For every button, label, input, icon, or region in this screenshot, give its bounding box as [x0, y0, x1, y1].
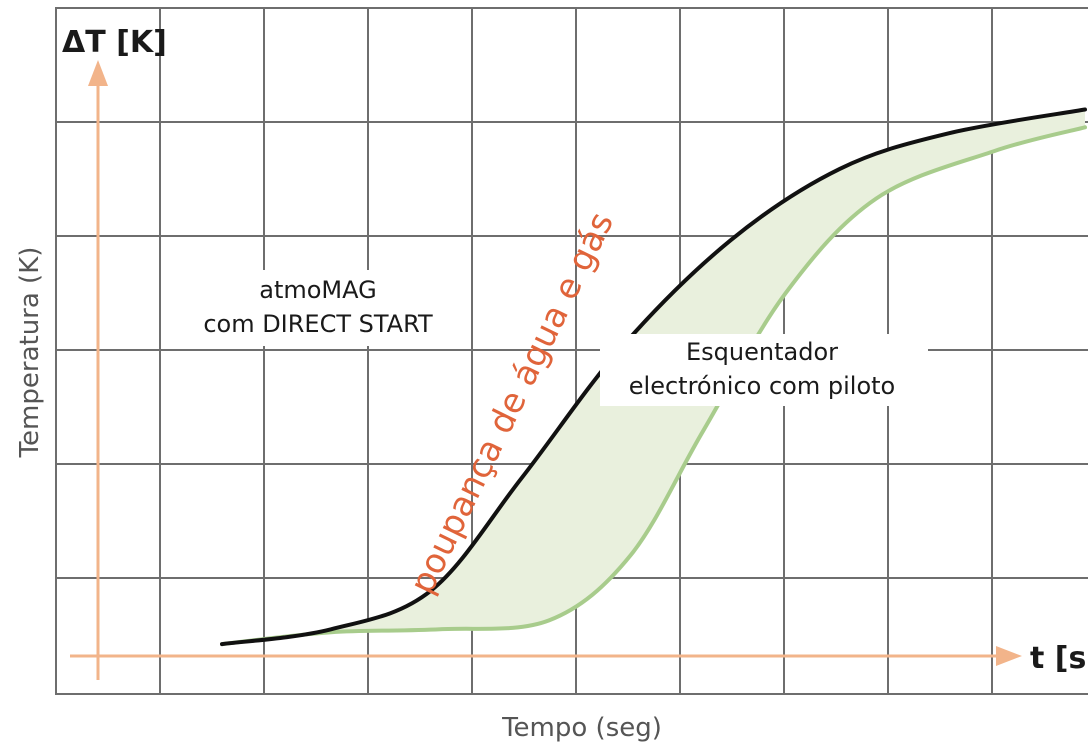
y-axis-arrowhead	[88, 60, 108, 86]
x-axis-title: Tempo (seg)	[501, 713, 662, 743]
series-label-esquentador-line-1: Esquentador	[686, 338, 838, 366]
series-label-esquentador-bg	[600, 334, 928, 406]
series-label-atmomag-line-1: atmoMAG	[259, 276, 376, 304]
series-line-esquentador	[220, 125, 1087, 647]
y-axis-unit-label: ΔT [K]	[62, 25, 167, 60]
x-axis-unit-label: t [s]	[1030, 641, 1088, 676]
x-axis-arrowhead	[996, 646, 1022, 666]
axes	[70, 60, 1022, 680]
series-label-atmomag: atmoMAG com DIRECT START	[168, 270, 466, 346]
series-label-atmomag-line-2: com DIRECT START	[203, 310, 433, 338]
series-label-esquentador-line-2: electrónico com piloto	[629, 372, 895, 400]
series-label-esquentador: Esquentador electrónico com piloto	[600, 334, 928, 406]
series-label-atmomag-bg	[168, 270, 466, 346]
y-axis-title: Temperatura (K)	[15, 247, 45, 459]
